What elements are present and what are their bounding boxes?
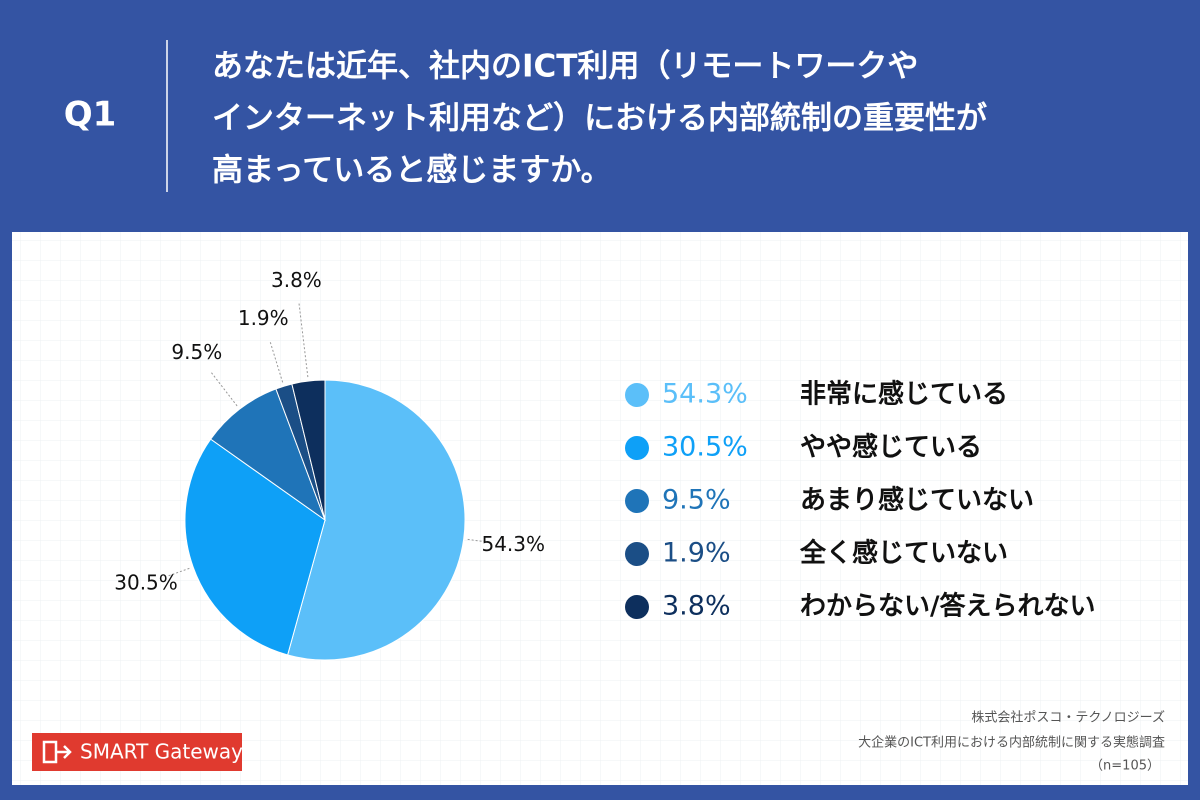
legend-label: あまり感じていない bbox=[800, 486, 1034, 516]
data-label: 3.8% bbox=[271, 268, 322, 292]
legend-value: 54.3% bbox=[662, 379, 748, 410]
legend-label: やや感じている bbox=[800, 433, 982, 463]
legend-dot bbox=[625, 383, 649, 407]
source-line: （n=105） bbox=[1090, 759, 1160, 774]
data-label: 30.5% bbox=[114, 570, 178, 594]
legend-value: 1.9% bbox=[662, 538, 731, 569]
pie-slice bbox=[184, 438, 326, 656]
chart: 54.3% 54.3% 非常に感じている 30.5% 30.5% やや感じている 9.5% 9… bbox=[114, 268, 1096, 661]
source-line: 株式会社ポスコ・テクノロジーズ bbox=[971, 710, 1165, 726]
source-line: 大企業のICT利用における内部統制に関する実態調査 bbox=[858, 735, 1165, 751]
legend-value: 3.8% bbox=[662, 591, 731, 622]
leader-line bbox=[467, 538, 492, 544]
legend-dot bbox=[625, 595, 649, 619]
question-number: Q1 bbox=[64, 95, 117, 135]
pie-slice bbox=[210, 388, 327, 522]
legend-dot bbox=[625, 436, 649, 460]
logo-text: SMART Gateway bbox=[80, 740, 243, 764]
legend-label: 非常に感じている bbox=[800, 380, 1008, 410]
legend-dot bbox=[625, 542, 649, 566]
logo: SMART Gateway bbox=[32, 733, 243, 771]
legend-label: 全く感じていない bbox=[799, 538, 1008, 569]
data-label: 9.5% bbox=[171, 340, 222, 364]
data-label: 54.3% bbox=[481, 532, 545, 556]
data-label: 1.9% bbox=[238, 306, 289, 330]
leader-line bbox=[269, 340, 284, 383]
logo-icon bbox=[42, 740, 72, 764]
question-line: インターネット利用など）における内部統制の重要性が bbox=[212, 101, 987, 137]
pie-slice bbox=[287, 379, 466, 661]
question-line: 高まっていると感じますか。 bbox=[212, 153, 612, 189]
legend-label: わからない/答えられない bbox=[800, 591, 1096, 622]
leader-line bbox=[298, 303, 309, 378]
legend-value: 9.5% bbox=[662, 485, 731, 516]
legend-value: 30.5% bbox=[662, 432, 748, 463]
legend-dot bbox=[625, 489, 649, 513]
leader-line bbox=[209, 370, 238, 407]
leader-line bbox=[166, 567, 190, 577]
pie-slice bbox=[291, 379, 326, 521]
question-line: あなたは近年、社内のICT利用（リモートワークや bbox=[212, 49, 918, 85]
